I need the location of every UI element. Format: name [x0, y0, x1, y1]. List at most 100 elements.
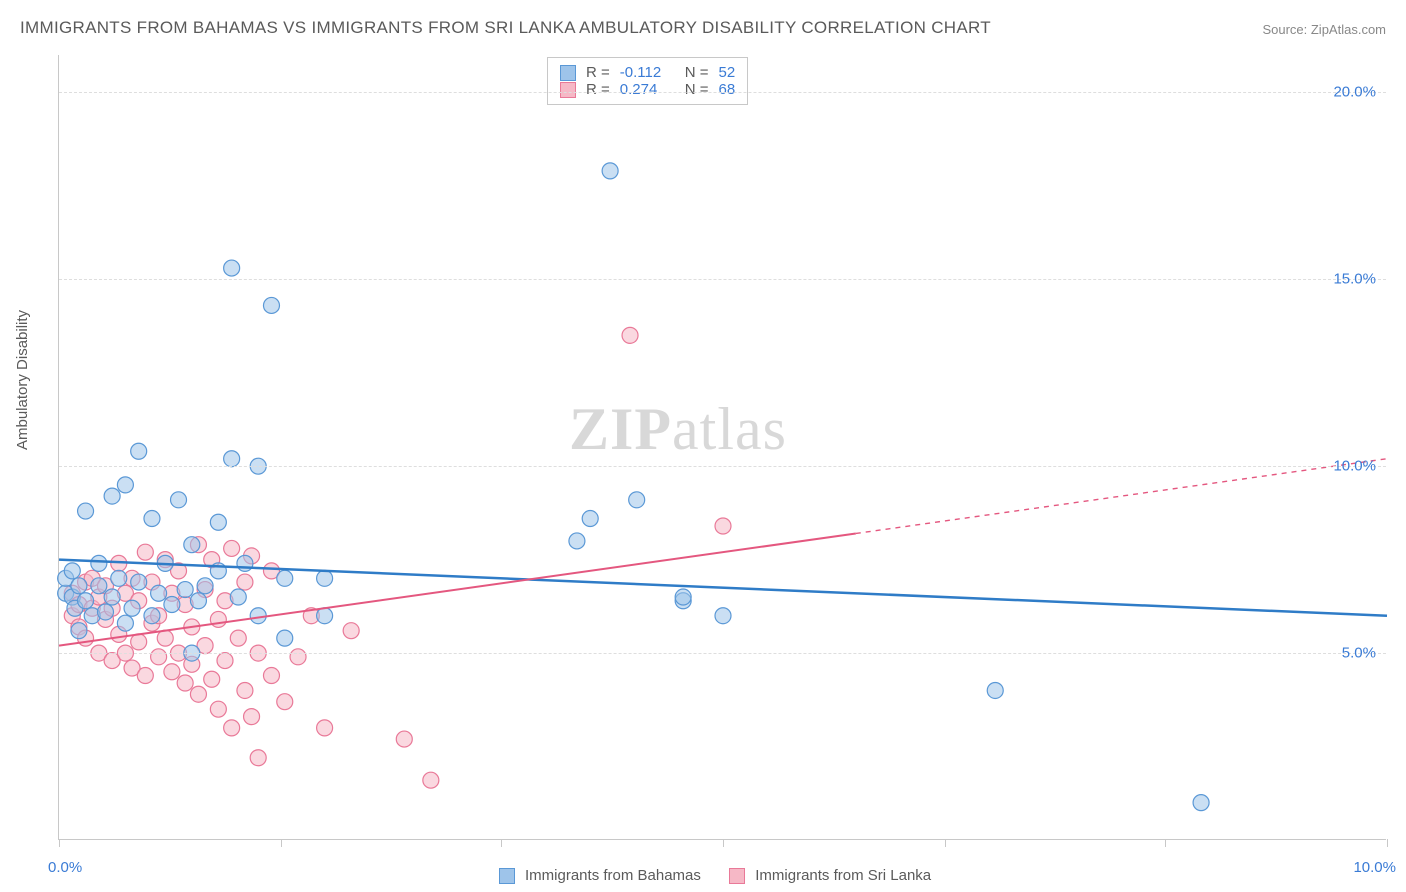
data-point	[197, 578, 213, 594]
data-point	[104, 488, 120, 504]
data-point	[244, 709, 260, 725]
data-point	[277, 694, 293, 710]
data-point	[715, 518, 731, 534]
legend-row: R = 0.274 N = 68	[560, 81, 735, 98]
legend-swatch	[560, 82, 576, 98]
data-point	[317, 570, 333, 586]
data-point	[277, 570, 293, 586]
data-point	[317, 720, 333, 736]
data-point	[137, 668, 153, 684]
data-point	[151, 649, 167, 665]
data-point	[137, 544, 153, 560]
x-tick	[281, 839, 282, 847]
legend-swatch	[560, 65, 576, 81]
data-point	[343, 623, 359, 639]
data-point	[131, 634, 147, 650]
x-axis-legend: Immigrants from Bahamas Immigrants from …	[0, 867, 1406, 884]
data-point	[602, 163, 618, 179]
data-point	[290, 649, 306, 665]
data-point	[237, 682, 253, 698]
data-point	[131, 443, 147, 459]
n-value: 52	[719, 64, 736, 81]
y-axis-label: Ambulatory Disability	[14, 310, 31, 450]
source-label: Source: ZipAtlas.com	[1262, 22, 1386, 37]
data-point	[237, 574, 253, 590]
data-point	[569, 533, 585, 549]
r-label: R =	[586, 81, 610, 98]
data-point	[71, 578, 87, 594]
data-point	[71, 623, 87, 639]
data-point	[144, 511, 160, 527]
data-point	[230, 589, 246, 605]
legend-label-srilanka: Immigrants from Sri Lanka	[755, 867, 931, 884]
data-point	[91, 555, 107, 571]
y-tick-label: 5.0%	[1342, 645, 1376, 662]
trend-line-dashed	[856, 459, 1387, 534]
x-tick	[501, 839, 502, 847]
x-tick	[945, 839, 946, 847]
data-point	[78, 503, 94, 519]
data-point	[131, 574, 147, 590]
n-label: N =	[685, 64, 709, 81]
data-point	[224, 720, 240, 736]
n-value: 68	[719, 81, 736, 98]
data-point	[250, 608, 266, 624]
data-point	[190, 686, 206, 702]
y-tick-label: 20.0%	[1333, 84, 1376, 101]
r-value: -0.112	[620, 64, 675, 81]
data-point	[164, 664, 180, 680]
data-point	[210, 514, 226, 530]
data-point	[97, 604, 113, 620]
plot-area: ZIPatlas R =-0.112N =52R =0.274N =68 5.0…	[58, 55, 1386, 840]
legend-swatch-srilanka	[729, 868, 745, 884]
data-point	[396, 731, 412, 747]
data-point	[210, 701, 226, 717]
data-point	[423, 772, 439, 788]
data-point	[64, 563, 80, 579]
gridline	[59, 279, 1386, 280]
correlation-legend: R = -0.112 N = 52 R = 0.274 N = 68	[547, 57, 748, 105]
data-point	[987, 682, 1003, 698]
r-value: 0.274	[620, 81, 675, 98]
data-point	[217, 653, 233, 669]
data-point	[190, 593, 206, 609]
gridline	[59, 653, 1386, 654]
data-point	[622, 327, 638, 343]
data-point	[237, 555, 253, 571]
data-point	[204, 671, 220, 687]
data-point	[277, 630, 293, 646]
data-point	[224, 540, 240, 556]
data-point	[1193, 795, 1209, 811]
data-point	[157, 630, 173, 646]
x-tick	[1165, 839, 1166, 847]
r-label: R =	[586, 64, 610, 81]
data-point	[675, 589, 691, 605]
data-point	[224, 260, 240, 276]
data-point	[210, 611, 226, 627]
data-point	[111, 570, 127, 586]
data-point	[230, 630, 246, 646]
data-point	[177, 675, 193, 691]
n-label: N =	[685, 81, 709, 98]
data-point	[117, 477, 133, 493]
x-tick	[59, 839, 60, 847]
data-point	[250, 750, 266, 766]
data-point	[117, 615, 133, 631]
data-point	[91, 578, 107, 594]
chart-svg	[59, 55, 1387, 840]
data-point	[184, 537, 200, 553]
legend-label-bahamas: Immigrants from Bahamas	[525, 867, 701, 884]
y-tick-label: 15.0%	[1333, 271, 1376, 288]
gridline	[59, 92, 1386, 93]
y-tick-label: 10.0%	[1333, 458, 1376, 475]
legend-swatch-bahamas	[499, 868, 515, 884]
data-point	[317, 608, 333, 624]
data-point	[144, 608, 160, 624]
data-point	[263, 297, 279, 313]
data-point	[124, 600, 140, 616]
data-point	[164, 597, 180, 613]
gridline	[59, 466, 1386, 467]
data-point	[104, 589, 120, 605]
data-point	[78, 593, 94, 609]
x-tick	[723, 839, 724, 847]
